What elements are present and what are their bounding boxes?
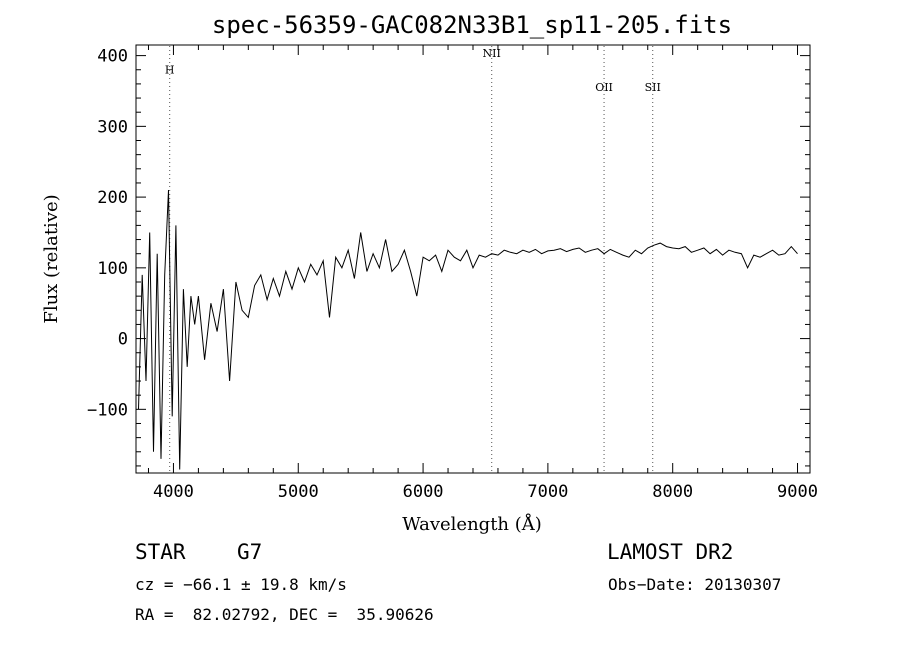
y-tick-label: 200 — [97, 188, 128, 208]
x-tick-label: 8000 — [652, 482, 693, 502]
x-tick-label: 4000 — [153, 482, 194, 502]
plot-frame — [135, 44, 811, 474]
y-axis-label: Flux (relative) — [41, 194, 62, 323]
redshift-velocity: cz = −66.1 ± 19.8 km/s — [135, 575, 347, 594]
observation-date: Obs−Date: 20130307 — [608, 575, 782, 594]
survey-name: LAMOST DR2 — [607, 540, 734, 564]
x-axis-label: Wavelength (Å) — [402, 513, 542, 535]
chart-title: spec-56359-GAC082N33B1_sp11-205.fits — [212, 11, 732, 39]
x-tick-label: 5000 — [278, 482, 319, 502]
y-tick-label: −100 — [87, 400, 128, 420]
spectral-line-label: NII — [483, 47, 501, 60]
spectral-line-label: OII — [595, 81, 613, 94]
spectrum-chart: spec-56359-GAC082N33B1_sp11-205.fits H NI… — [41, 11, 818, 535]
axis-ticks: 4000 5000 6000 7000 8000 9000 −100 0 100 200 300 40… — [87, 45, 818, 502]
x-tick-label: 6000 — [403, 482, 444, 502]
x-tick-label: 7000 — [527, 482, 568, 502]
flux-series-line — [138, 189, 798, 470]
spectral-line-markers: H NII OII SII — [165, 46, 661, 472]
object-class: STAR — [135, 540, 186, 564]
y-tick-label: 0 — [118, 330, 128, 350]
spectral-line-label: H — [165, 63, 175, 76]
spectral-line-label: SII — [645, 81, 661, 94]
y-tick-label: 300 — [97, 117, 128, 137]
y-tick-label: 100 — [97, 259, 128, 279]
object-subclass: G7 — [237, 540, 263, 564]
x-tick-label: 9000 — [777, 482, 818, 502]
sky-coordinates: RA = 82.02792, DEC = 35.90626 — [135, 605, 434, 624]
y-tick-label: 400 — [97, 47, 128, 67]
